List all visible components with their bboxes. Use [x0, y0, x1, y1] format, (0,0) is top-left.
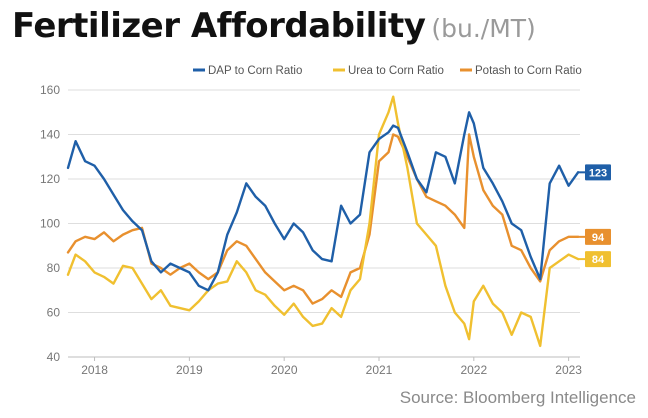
x-tick-label: 2020	[271, 363, 298, 377]
end-label-box	[585, 228, 611, 245]
x-tick-label: 2019	[176, 363, 203, 377]
source-note: Source: Bloomberg Intelligence	[399, 388, 636, 407]
series-line-dap-to-corn-ratio	[66, 111, 580, 292]
end-label-box	[585, 251, 611, 268]
grid	[68, 89, 580, 358]
y-tick-label: 160	[40, 83, 60, 97]
end-label-value: 94	[592, 232, 605, 244]
legend-label: Potash to Corn Ratio	[475, 65, 582, 77]
y-tick-label: 140	[40, 128, 60, 142]
y-tick-label: 40	[47, 350, 61, 364]
series-line-urea-to-corn-ratio	[66, 95, 580, 348]
series-lines	[66, 95, 580, 348]
x-tick-label: 2021	[366, 363, 393, 377]
end-label-value: 84	[592, 254, 605, 266]
chart-title-block: Fertilizer Affordability (bu./MT)	[12, 6, 536, 46]
x-tick-label: 2018	[81, 363, 108, 377]
end-labels: 123 84 94	[578, 164, 611, 268]
x-axis: 2018 2019 2020 2021 2022 2023	[81, 357, 582, 377]
y-tick-label: 60	[47, 306, 61, 320]
y-tick-label: 120	[40, 172, 60, 186]
x-tick-label: 2023	[555, 363, 582, 377]
chart-title: Fertilizer Affordability	[12, 6, 426, 46]
y-tick-label: 100	[40, 217, 60, 231]
y-tick-label: 80	[47, 261, 61, 275]
legend: DAP to Corn Ratio Urea to Corn Ratio Potas…	[193, 65, 582, 77]
series-line-potash-to-corn-ratio	[66, 133, 580, 305]
chart-subtitle: (bu./MT)	[431, 14, 536, 43]
end-label-box	[585, 164, 611, 181]
legend-label: DAP to Corn Ratio	[208, 65, 302, 77]
y-axis: 40 60 80 100 120 140 160	[40, 83, 60, 364]
end-label-value: 123	[589, 167, 607, 179]
legend-label: Urea to Corn Ratio	[348, 65, 444, 77]
x-tick-label: 2022	[460, 363, 487, 377]
